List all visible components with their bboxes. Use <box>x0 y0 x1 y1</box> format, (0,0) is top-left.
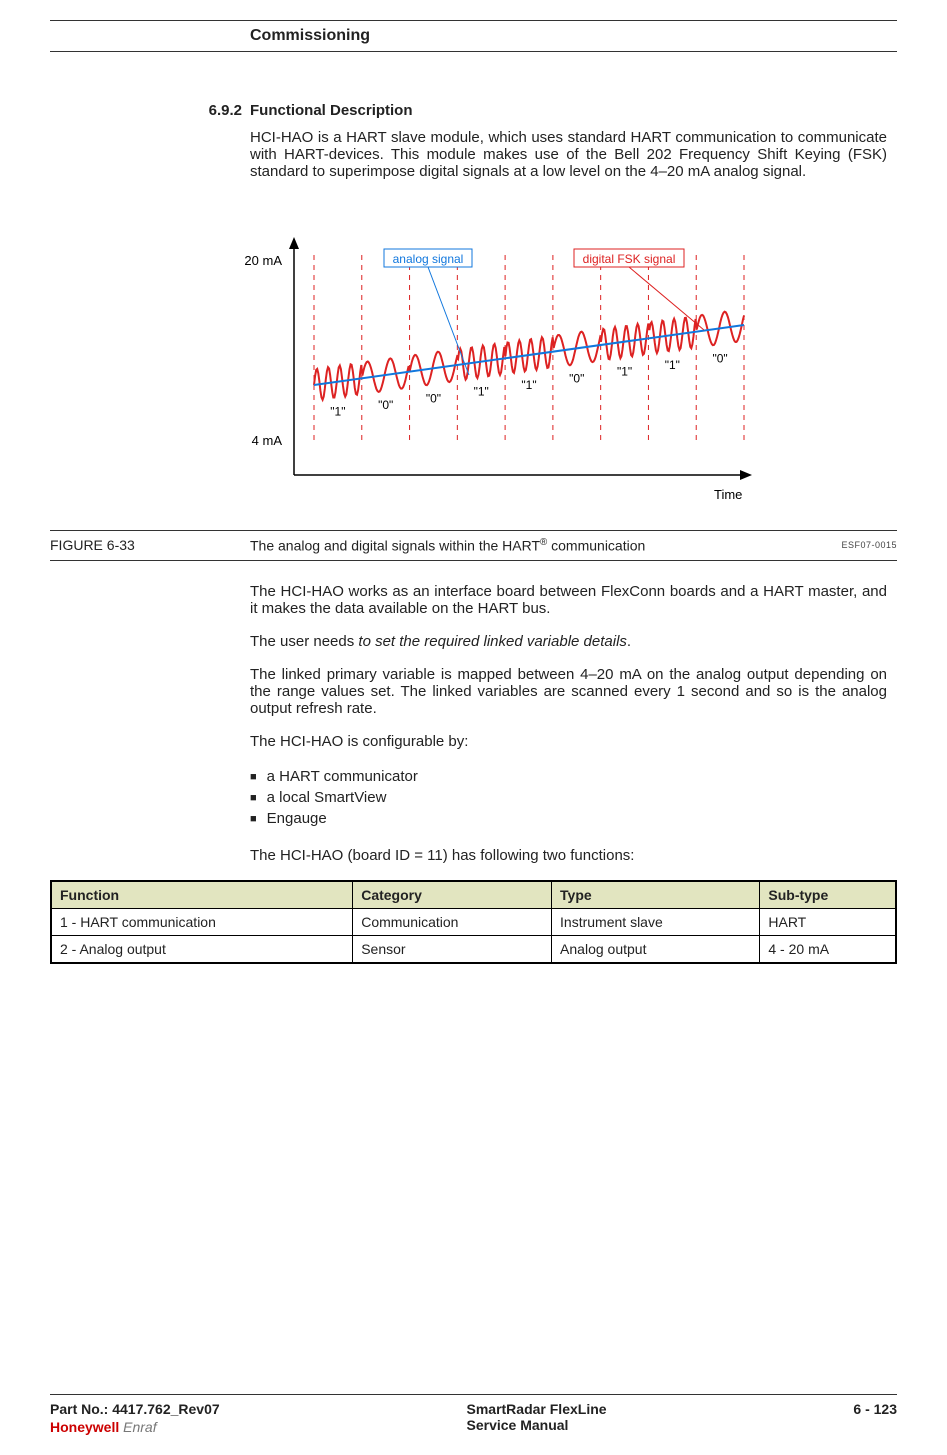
svg-text:"1": "1" <box>473 385 488 399</box>
svg-text:"0": "0" <box>569 371 584 385</box>
svg-text:"0": "0" <box>712 351 727 365</box>
svg-text:Time: Time <box>714 487 742 502</box>
section-heading: 6.9.2 Functional Description <box>195 102 897 119</box>
svg-text:4 mA: 4 mA <box>251 433 282 448</box>
svg-text:"0": "0" <box>378 398 393 412</box>
table-row: 1 - HART communication Communication Ins… <box>51 908 896 935</box>
config-list: a HART communicator a local SmartView En… <box>250 766 897 829</box>
figure-caption-row: FIGURE 6-33 The analog and digital signa… <box>50 530 897 561</box>
section-number: 6.9.2 <box>195 102 250 119</box>
svg-text:"1": "1" <box>521 378 536 392</box>
col-subtype: Sub-type <box>760 881 896 909</box>
header-title: Commissioning <box>250 27 370 45</box>
page-footer: Part No.: 4417.762_Rev07 Honeywell Enraf… <box>50 1394 897 1435</box>
footer-doc-subtitle: Service Manual <box>467 1417 607 1433</box>
section-title: Functional Description <box>250 102 413 119</box>
svg-text:"1": "1" <box>664 358 679 372</box>
table-header-row: Function Category Type Sub-type <box>51 881 896 909</box>
figure-label: FIGURE 6-33 <box>50 537 250 553</box>
footer-part-no: Part No.: 4417.762_Rev07 <box>50 1401 220 1417</box>
col-category: Category <box>353 881 552 909</box>
hart-signal-svg: 20 mA 4 mA Time analog signal digital FSK si… <box>174 205 774 515</box>
figure-ref-id: ESF07-0015 <box>841 540 897 550</box>
paragraph-configurable: The HCI-HAO is configurable by: <box>250 733 887 750</box>
col-type: Type <box>552 881 760 909</box>
paragraph-user-needs: The user needs to set the required linke… <box>250 633 887 650</box>
table-row: 2 - Analog output Sensor Analog output 4… <box>51 935 896 963</box>
footer-doc-title: SmartRadar FlexLine <box>467 1401 607 1417</box>
footer-logo: Honeywell Enraf <box>50 1419 220 1435</box>
functions-table: Function Category Type Sub-type 1 - HART… <box>50 880 897 964</box>
footer-page-number: 6 - 123 <box>853 1401 897 1417</box>
col-function: Function <box>51 881 353 909</box>
svg-text:"0": "0" <box>425 391 440 405</box>
svg-text:"1": "1" <box>330 405 345 419</box>
figure-caption: The analog and digital signals within th… <box>250 537 841 554</box>
list-item: Engauge <box>250 808 897 829</box>
svg-text:digital FSK signal: digital FSK signal <box>582 252 675 266</box>
paragraph-functions: The HCI-HAO (board ID = 11) has followin… <box>250 847 887 864</box>
figure-hart-signal: 20 mA 4 mA Time analog signal digital FSK si… <box>50 205 897 515</box>
list-item: a HART communicator <box>250 766 897 787</box>
paragraph-interface: The HCI-HAO works as an interface board … <box>250 583 887 617</box>
svg-text:20 mA: 20 mA <box>244 253 282 268</box>
list-item: a local SmartView <box>250 787 897 808</box>
paragraph-intro: HCI-HAO is a HART slave module, which us… <box>250 129 887 180</box>
svg-text:analog signal: analog signal <box>392 252 463 266</box>
running-header: Commissioning <box>50 20 897 52</box>
paragraph-mapping: The linked primary variable is mapped be… <box>250 666 887 717</box>
svg-text:"1": "1" <box>616 365 631 379</box>
